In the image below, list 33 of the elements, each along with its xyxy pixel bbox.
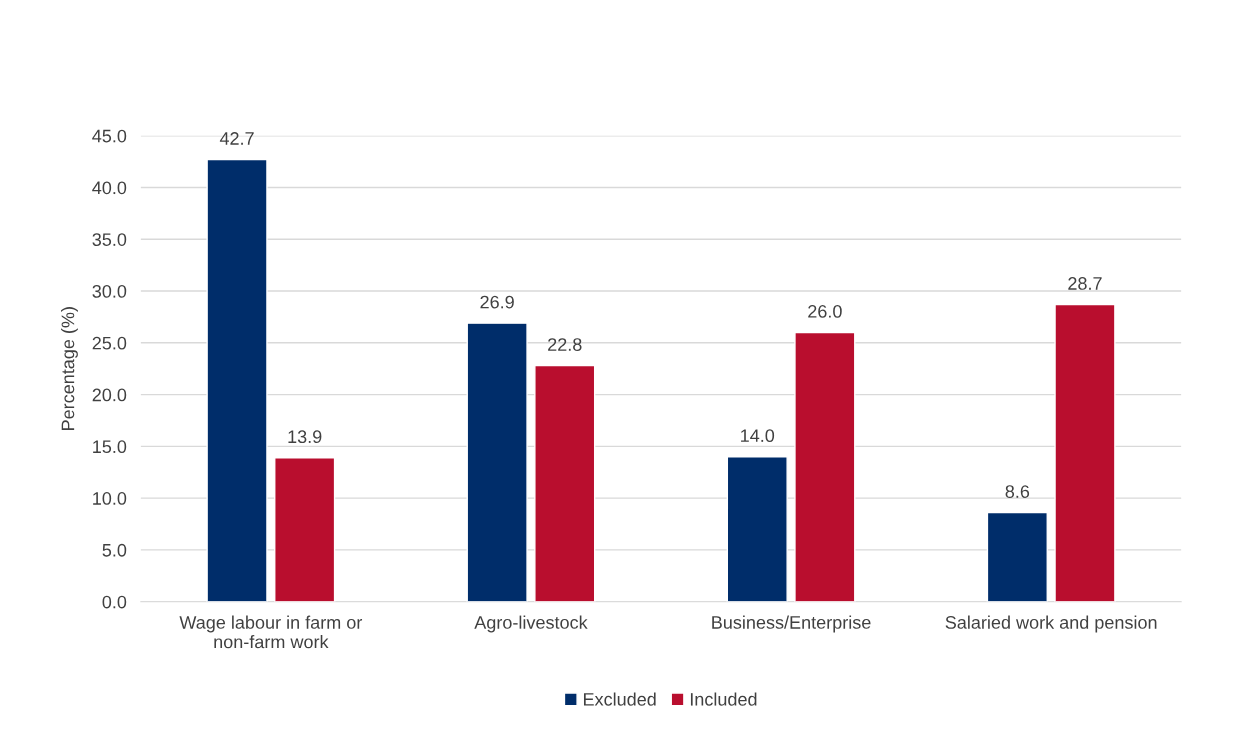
y-tick-label: 35.0: [92, 233, 127, 246]
bar: [986, 511, 1048, 602]
data-label: 28.7: [1068, 277, 1102, 290]
bar: [466, 322, 528, 602]
legend-label: Excluded: [584, 692, 656, 706]
data-label: 22.8: [548, 338, 582, 351]
x-tick-label: Business/Enterprise: [712, 615, 871, 633]
bar: [1054, 303, 1116, 602]
bar: [274, 457, 336, 602]
legend-label: Included: [690, 692, 757, 706]
data-label: 13.9: [288, 430, 322, 444]
y-tick-label: 20.0: [92, 388, 127, 402]
bar: [534, 364, 596, 602]
data-label: 8.6: [1005, 485, 1030, 498]
data-label: 26.0: [808, 305, 842, 318]
x-tick-label: Salaried work and pension: [945, 615, 1157, 633]
y-tick-label: 10.0: [93, 492, 127, 505]
y-tick-label: 15.0: [93, 440, 127, 454]
data-label: 14.0: [741, 429, 775, 443]
y-tick-label: 25.0: [92, 336, 127, 350]
y-tick-label: 40.0: [92, 181, 127, 195]
bar: [206, 158, 268, 602]
bar: [794, 331, 856, 602]
y-axis-title: Percentage (%): [61, 307, 78, 430]
y-tick-label: 5.0: [102, 543, 127, 557]
y-tick-label: 30.0: [92, 284, 127, 298]
data-label: 26.9: [480, 295, 514, 309]
x-tick-label: Wage labour in farm or non-farm work: [179, 615, 363, 649]
data-label: 42.7: [219, 132, 254, 145]
x-tick-label: Agro-livestock: [474, 615, 588, 633]
y-tick-label: 45.0: [92, 129, 127, 143]
y-tick-label: 0.0: [102, 595, 127, 609]
bar: [726, 456, 788, 602]
